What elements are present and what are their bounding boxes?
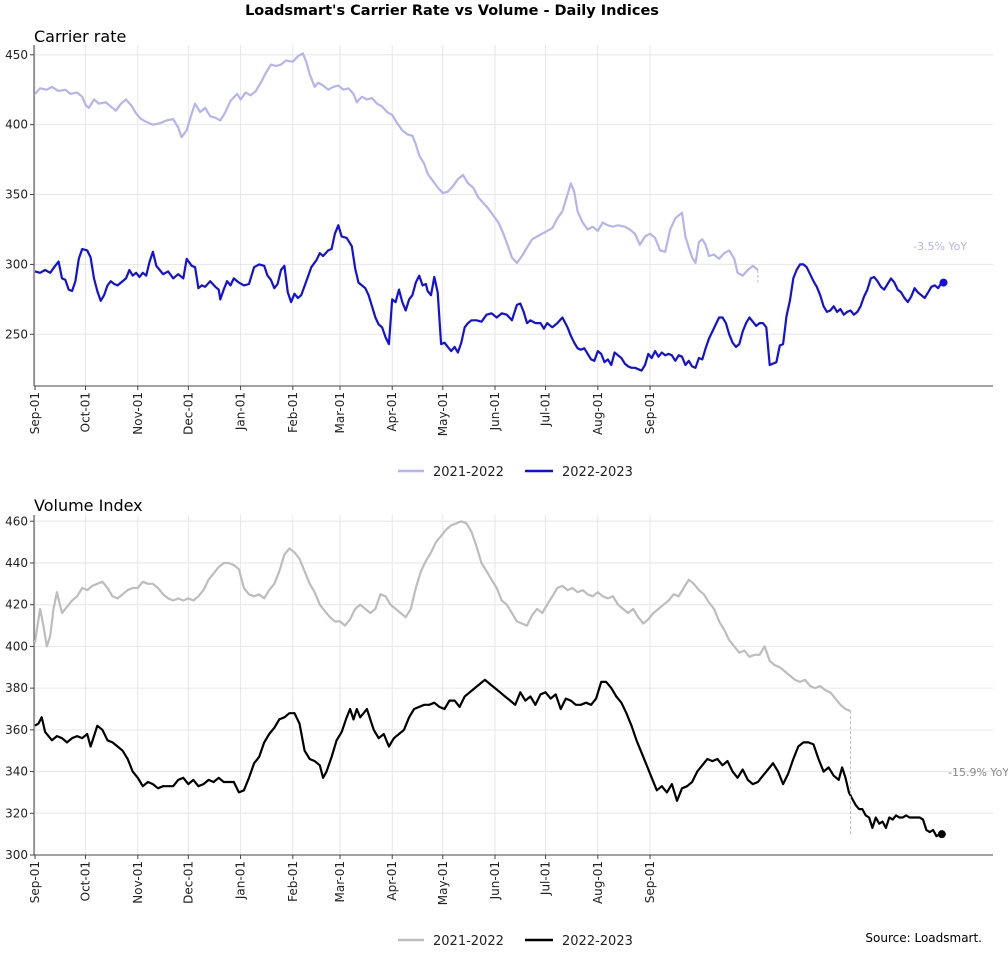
volume-index-chart: 300 320 340 360 380 400 420 440 460 Sep-01 Oct-01 N…	[5, 514, 1008, 905]
x-tick-label: Sep-01	[643, 861, 657, 903]
x-tick-label: Sep-01	[28, 861, 42, 903]
y-tick-label: 250	[5, 327, 28, 341]
rate-series-2022-2023-line	[34, 224, 943, 372]
x-tick-label: Jun-01	[488, 861, 502, 900]
x-tick-label: Apr-01	[385, 392, 399, 432]
y-tick-label: 340	[5, 765, 28, 779]
x-tick-label: Mar-01	[333, 861, 347, 902]
volume-series-2021-2022-line	[33, 520, 851, 713]
x-tick-label: Feb-01	[286, 861, 300, 902]
y-tick-label: 450	[5, 48, 28, 62]
main-title: Loadsmart's Carrier Rate vs Volume - Dai…	[245, 3, 659, 19]
volume-series-2022-2023-line	[34, 678, 941, 838]
x-tick-label: Sep-01	[643, 392, 657, 434]
y-tick-label: 440	[5, 556, 28, 570]
y-tick-label: 400	[5, 118, 28, 132]
x-tick-label: Sep-01	[28, 392, 42, 434]
rate-last-point-marker	[939, 278, 948, 287]
x-tick-label: Nov-01	[131, 861, 145, 904]
x-tick-label: Oct-01	[79, 392, 93, 432]
carrier-rate-title: Carrier rate	[34, 27, 127, 46]
y-tick-label: 360	[5, 723, 28, 737]
legend-label-rate-2022-2023: 2022-2023	[562, 465, 633, 480]
volume-yoy-annotation: -15.9% YoY	[948, 766, 1008, 779]
legend-label-rate-2021-2022: 2021-2022	[433, 465, 504, 480]
x-tick-label: May-01	[436, 392, 450, 436]
y-tick-label: 420	[5, 598, 28, 612]
y-tick-label: 460	[5, 514, 28, 528]
x-tick-label: Oct-01	[79, 861, 93, 901]
x-tick-label: Aug-01	[591, 861, 605, 904]
x-tick-label: Nov-01	[131, 392, 145, 435]
x-tick-label: Jul-01	[539, 861, 553, 896]
x-tick-label: Dec-01	[181, 392, 195, 435]
volume-last-point-marker	[937, 830, 946, 839]
rate-series-2021-2022-line	[34, 52, 759, 277]
y-tick-label: 380	[5, 681, 28, 695]
legend-bottom: 2021-2022 2022-2023	[398, 934, 633, 949]
source-note: Source: Loadsmart.	[865, 931, 982, 945]
x-tick-label: Aug-01	[591, 392, 605, 435]
x-tick-label: May-01	[436, 861, 450, 905]
x-tick-label: Mar-01	[333, 392, 347, 433]
y-tick-label: 400	[5, 639, 28, 653]
x-tick-label: Jul-01	[539, 392, 553, 427]
legend-label-volume-2021-2022: 2021-2022	[433, 934, 504, 949]
x-tick-label: Apr-01	[385, 861, 399, 901]
x-tick-label: Jun-01	[488, 392, 502, 431]
y-tick-label: 350	[5, 188, 28, 202]
x-tick-label: Jan-01	[234, 392, 248, 431]
y-tick-label: 300	[5, 848, 28, 862]
rate-yoy-annotation: -3.5% YoY	[913, 240, 967, 253]
legend-top: 2021-2022 2022-2023	[398, 465, 633, 480]
x-tick-label: Jan-01	[234, 861, 248, 900]
carrier-rate-chart: 250 300 350 400 450 Sep-01 Oct-01 Nov-01 Dec-01 J…	[5, 45, 993, 436]
y-tick-label: 320	[5, 806, 28, 820]
y-tick-label: 300	[5, 257, 28, 271]
legend-label-volume-2022-2023: 2022-2023	[562, 934, 633, 949]
volume-index-title: Volume Index	[34, 496, 143, 515]
x-tick-label: Dec-01	[181, 861, 195, 904]
x-tick-label: Feb-01	[286, 392, 300, 433]
